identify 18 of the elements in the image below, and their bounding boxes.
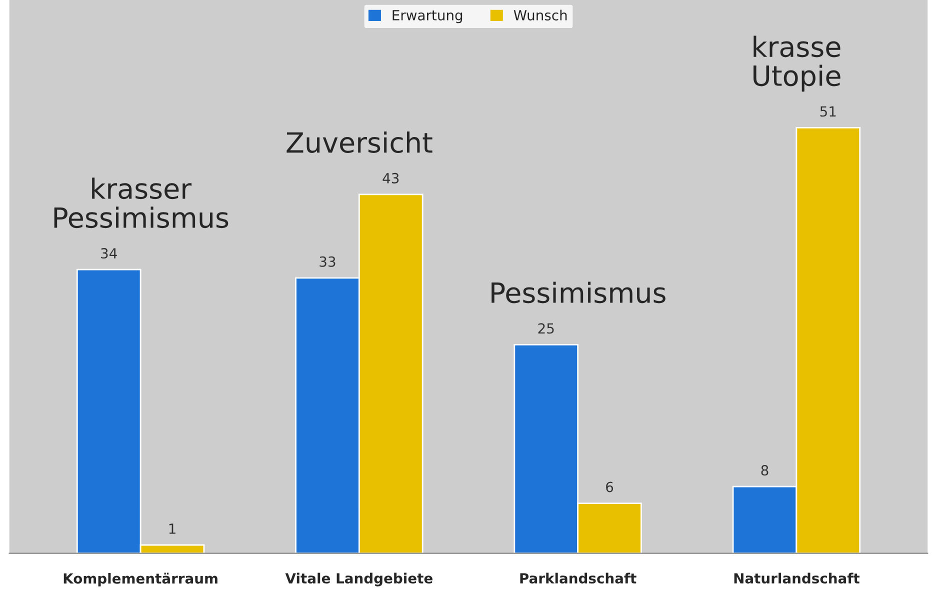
legend-label: Erwartung <box>392 10 462 24</box>
data-label: 8 <box>761 465 768 476</box>
data-label: 43 <box>382 172 399 184</box>
x-tick-label: Vitale Landgebiete <box>285 572 432 586</box>
annotation: krasser Pessimismus <box>54 178 228 228</box>
data-label: 6 <box>606 482 614 492</box>
x-tick-label: Naturlandschaft <box>734 572 860 584</box>
data-label: 33 <box>320 256 336 267</box>
legend-label: Wunsch <box>514 10 567 20</box>
annotation: Pessimismus <box>492 282 666 304</box>
x-tick-label: Parklandschaft <box>520 572 636 584</box>
annotation: Zuversicht <box>286 131 432 153</box>
data-label: 51 <box>820 106 836 117</box>
x-tick-label: Komplementärraum <box>64 572 218 586</box>
text: krasse Utopie <box>754 36 840 92</box>
data-label: 34 <box>101 248 117 259</box>
data-label: 25 <box>538 323 554 334</box>
data-label: 1 <box>169 524 176 534</box>
